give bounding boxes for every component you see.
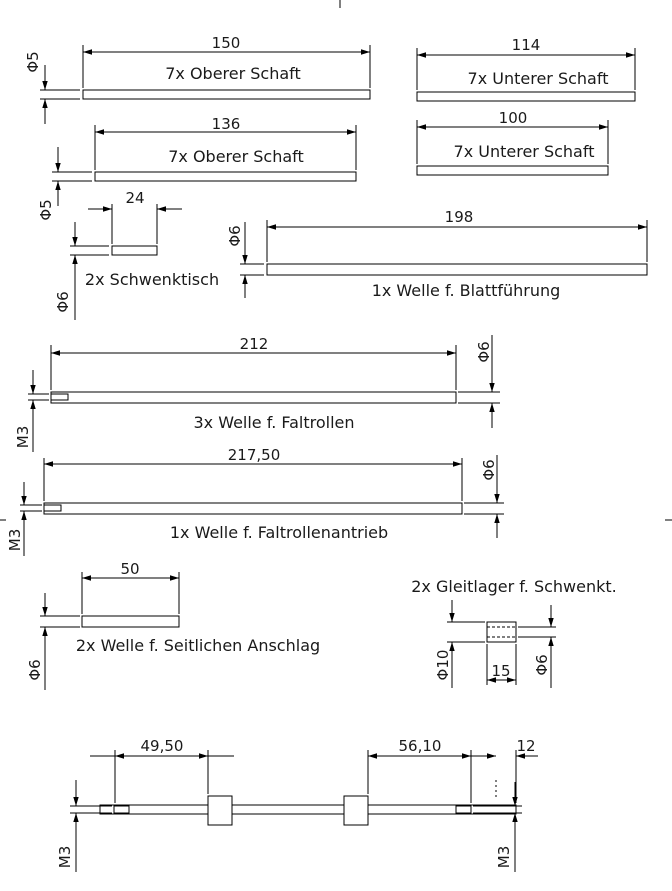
shaft-body — [81, 615, 180, 628]
part-label: 3x Welle f. Faltrollen — [193, 413, 354, 432]
assembly-shaft — [99, 804, 517, 815]
length-label: 24 — [125, 189, 144, 207]
thread-bore-left — [113, 805, 130, 814]
assembly-view: 49,50 56,10 12 M3 M3 — [56, 737, 538, 872]
thread-label: M3 — [14, 426, 32, 449]
shaft-body — [266, 263, 648, 276]
thread-bore — [50, 393, 69, 401]
inner-diameter-label: Φ6 — [533, 654, 551, 675]
part-schwenktisch: 24 2x Schwenktisch Φ6 — [54, 189, 219, 320]
length-label: 217,50 — [228, 446, 281, 464]
part-label: 7x Unterer Schaft — [468, 69, 609, 88]
outer-diameter-label: Φ10 — [434, 650, 452, 681]
length-label: 150 — [212, 34, 241, 52]
part-label: 1x Welle f. Faltrollenantrieb — [170, 523, 388, 542]
thread-left-label: M3 — [56, 846, 74, 869]
part-label: 7x Oberer Schaft — [165, 64, 301, 83]
part-welle-seitlicher-anschlag: 50 2x Welle f. Seitlichen Anschlag Φ6 — [26, 560, 320, 690]
length-label: 198 — [445, 208, 474, 226]
shaft-body — [43, 502, 463, 515]
shaft-body — [111, 245, 158, 256]
part-gleitlager: 2x Gleitlager f. Schwenkt. Φ10 Φ6 15 — [411, 577, 617, 688]
length-label: 15 — [491, 662, 510, 680]
part-oberer-schaft-150: 150 7x Oberer Schaft Φ5 — [24, 34, 371, 124]
thread-label: M3 — [6, 529, 24, 552]
part-welle-blattfuehrung: 198 1x Welle f. Blattführung Φ6 — [226, 208, 648, 300]
part-label: 7x Unterer Schaft — [454, 142, 595, 161]
part-label: 2x Gleitlager f. Schwenkt. — [411, 577, 616, 596]
shaft-body — [94, 171, 357, 182]
shaft-body — [416, 91, 636, 102]
bearing-left — [207, 795, 233, 826]
part-label: 2x Welle f. Seitlichen Anschlag — [76, 636, 320, 655]
part-label: 1x Welle f. Blattführung — [372, 281, 561, 300]
dim-end-label: 12 — [516, 737, 535, 755]
bearing-right — [343, 795, 369, 826]
diameter-label: Φ6 — [26, 659, 44, 680]
diameter-label: Φ5 — [37, 199, 55, 220]
thread-bore-right — [455, 805, 472, 814]
part-welle-faltrollen: 212 3x Welle f. Faltrollen Φ6 M3 — [14, 335, 500, 452]
part-oberer-schaft-136: 136 7x Oberer Schaft Φ5 — [37, 115, 357, 221]
thread-right-label: M3 — [495, 846, 513, 869]
thread-bore — [43, 504, 62, 512]
part-unterer-schaft-100: 100 7x Unterer Schaft — [416, 109, 609, 176]
diameter-label: Φ5 — [24, 51, 42, 72]
dim-left-label: 49,50 — [141, 737, 184, 755]
length-label: 136 — [212, 115, 241, 133]
bearing-body — [486, 621, 517, 643]
length-label: 50 — [120, 560, 139, 578]
shaft-body — [82, 89, 371, 100]
part-label: 7x Oberer Schaft — [168, 147, 304, 166]
diameter-label: Φ6 — [54, 291, 72, 312]
part-welle-faltrollenantrieb: 217,50 1x Welle f. Faltrollenantrieb Φ6 … — [6, 446, 504, 556]
shaft-body — [50, 391, 457, 404]
length-label: 100 — [499, 109, 528, 127]
diameter-label: Φ6 — [480, 459, 498, 480]
diameter-label: Φ6 — [226, 225, 244, 246]
part-unterer-schaft-114: 114 7x Unterer Schaft — [416, 36, 636, 102]
dim-right-label: 56,10 — [399, 737, 442, 755]
length-label: 114 — [512, 36, 541, 54]
part-label: 2x Schwenktisch — [85, 270, 219, 289]
shaft-body — [416, 165, 609, 176]
diameter-label: Φ6 — [475, 341, 493, 362]
length-label: 212 — [240, 335, 269, 353]
